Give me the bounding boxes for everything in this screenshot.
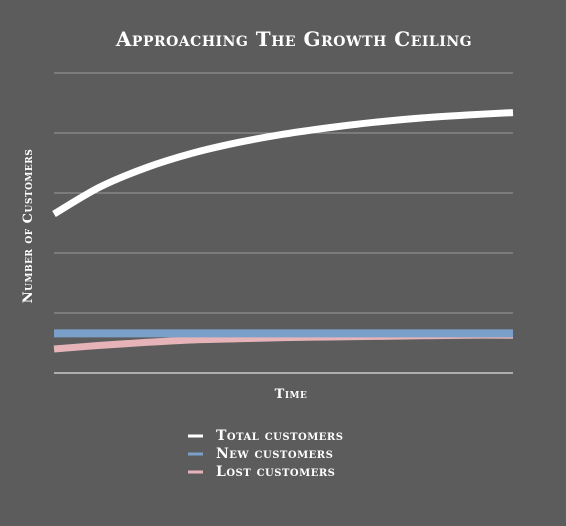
chart-title: Approaching The Growth Ceiling [115,27,472,51]
legend: Total customers New customers Lost custome… [188,428,343,480]
x-axis-label: Time [275,387,308,402]
legend-label: Total customers [216,428,343,444]
legend-label: Lost customers [216,464,335,480]
legend-label: New customers [216,446,333,462]
grid-lines [54,72,513,314]
series-layer [52,109,514,353]
series-line-total-customers [52,109,514,218]
y-axis-label: Number of Customers [21,149,36,303]
